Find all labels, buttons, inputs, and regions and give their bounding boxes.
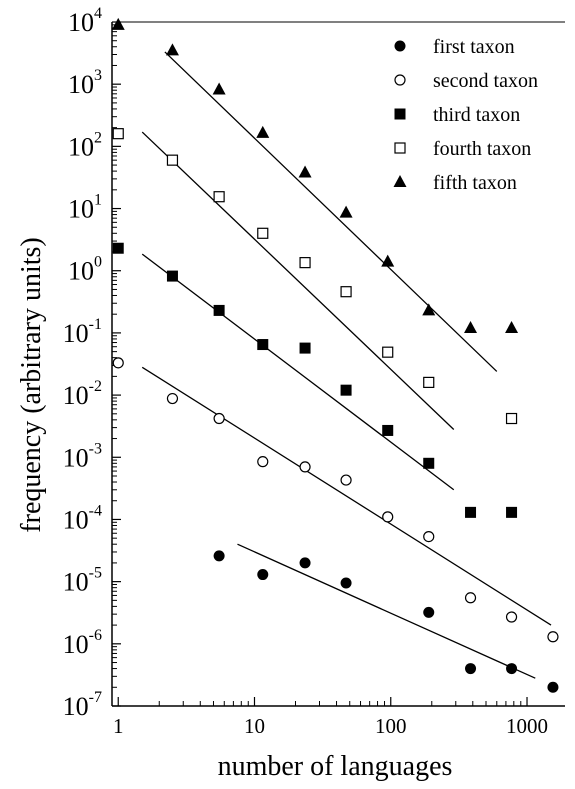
x-tick-label: 1000 (506, 714, 548, 738)
legend-label-4: fourth taxon (433, 138, 531, 160)
data-point-series-5 (422, 303, 436, 316)
data-point-series-5 (381, 254, 395, 267)
legend-marker-1 (394, 40, 406, 52)
data-point-series-2 (299, 461, 311, 473)
data-point-series-3 (506, 506, 518, 518)
data-point-series-5 (505, 320, 519, 333)
data-point-series-5 (256, 125, 270, 138)
axes: 10410310210110010-110-210-310-410-510-61… (63, 5, 565, 738)
data-point-series-1 (465, 663, 477, 675)
data-point-series-4 (505, 412, 518, 425)
legend-marker-3 (394, 108, 406, 120)
y-axis-title: frequency (arbitrary units) (16, 237, 47, 532)
data-point-series-2 (547, 631, 559, 643)
data-point-series-5 (212, 82, 226, 95)
fit-lines (141, 51, 552, 679)
x-axis-title: number of languages (218, 751, 453, 782)
data-point-series-3 (465, 506, 477, 518)
y-tick-label: 102 (68, 129, 102, 161)
data-point-series-3 (213, 304, 225, 316)
fit-line (141, 253, 455, 491)
fit-line (237, 543, 536, 679)
data-point-series-4 (166, 154, 179, 166)
data-point-series-2 (505, 611, 518, 623)
data-point-series-3 (340, 384, 352, 396)
legend-marker-4 (394, 142, 406, 154)
data-point-series-2 (423, 530, 435, 543)
data-point-series-2 (166, 392, 179, 405)
data-point-series-2 (382, 511, 394, 523)
data-point-series-1 (506, 663, 518, 675)
y-tick-label: 10-5 (63, 565, 102, 597)
legend: first taxon second taxon third taxon fourth… (393, 36, 538, 194)
data-point-series-2 (340, 474, 352, 486)
data-point-series-2 (213, 412, 225, 425)
data-point-series-4 (213, 191, 225, 203)
data-point-series-5 (464, 320, 478, 333)
data-point-series-4 (423, 376, 435, 388)
data-point-series-2 (112, 357, 124, 369)
data-point-series-5 (298, 165, 312, 178)
data-point-series-1 (340, 577, 352, 589)
y-tick-label: 10-1 (63, 316, 102, 348)
data-points (111, 17, 559, 693)
data-point-series-4 (257, 227, 269, 239)
data-point-series-1 (257, 569, 269, 581)
data-point-series-3 (166, 270, 178, 282)
data-point-series-1 (547, 681, 559, 693)
data-point-series-2 (257, 456, 269, 468)
fit-line (141, 131, 455, 430)
data-point-series-3 (257, 339, 269, 351)
data-point-series-4 (340, 286, 352, 298)
data-point-series-2 (464, 592, 477, 604)
x-tick-label: 1 (113, 714, 124, 738)
x-tick-label: 10 (244, 714, 265, 738)
data-point-series-3 (382, 424, 394, 436)
legend-marker-2 (394, 74, 406, 86)
data-point-series-1 (423, 606, 435, 618)
y-tick-label: 10-6 (63, 627, 102, 659)
y-tick-label: 104 (68, 5, 102, 37)
y-tick-label: 10-2 (63, 378, 102, 410)
legend-label-3: third taxon (433, 104, 520, 126)
data-point-series-3 (423, 457, 435, 469)
data-point-series-3 (112, 242, 124, 254)
x-tick-label: 100 (375, 714, 407, 738)
data-point-series-4 (299, 257, 311, 269)
data-point-series-4 (112, 128, 124, 140)
data-point-series-5 (165, 43, 179, 56)
y-tick-label: 10-7 (63, 689, 102, 721)
y-tick-label: 103 (68, 67, 102, 99)
data-point-series-1 (299, 557, 311, 569)
data-point-series-5 (111, 17, 125, 30)
y-tick-label: 10-3 (63, 440, 102, 472)
y-tick-label: 10-4 (63, 502, 102, 534)
y-tick-label: 101 (68, 192, 102, 224)
legend-label-5: fifth taxon (433, 172, 517, 194)
data-point-series-1 (213, 550, 225, 562)
legend-marker-5 (393, 175, 407, 187)
data-point-series-3 (299, 342, 311, 354)
fit-line (141, 366, 552, 626)
y-tick-label: 100 (68, 254, 102, 286)
data-point-series-5 (339, 205, 353, 218)
legend-label-2: second taxon (433, 70, 538, 92)
legend-label-1: first taxon (433, 36, 515, 58)
data-point-series-4 (382, 346, 394, 358)
fit-line (164, 51, 498, 372)
